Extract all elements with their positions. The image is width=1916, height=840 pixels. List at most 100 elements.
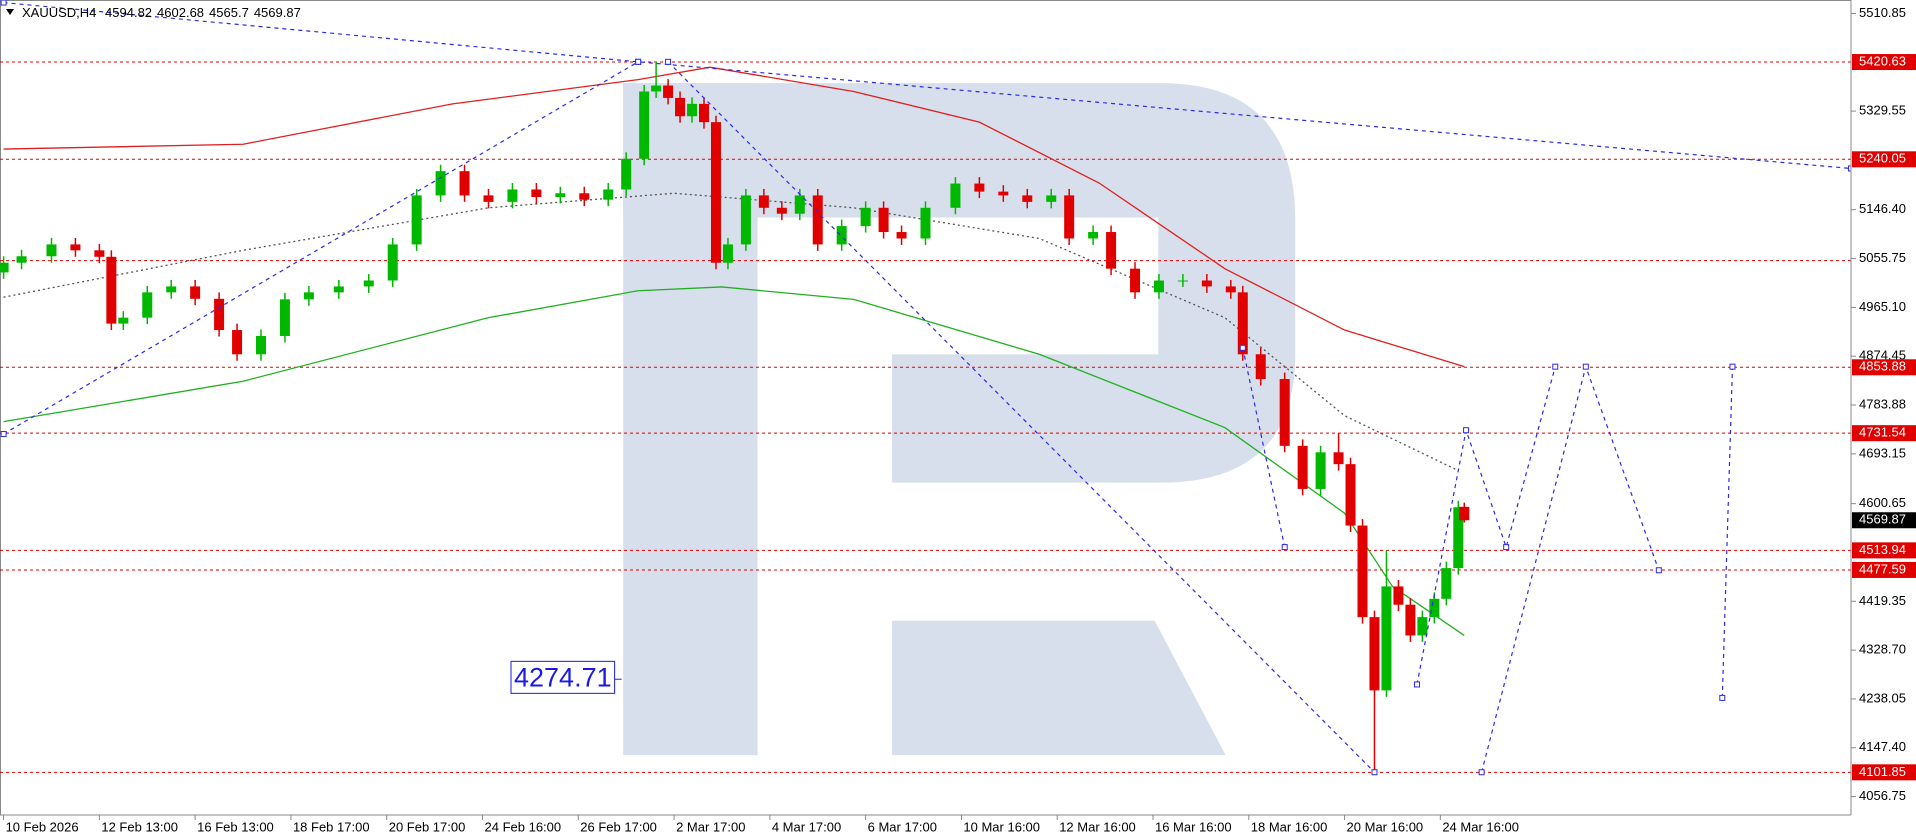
candle-body [0, 262, 9, 273]
forecast-point [635, 58, 642, 65]
y-tick-label: 4965.10 [1859, 299, 1906, 314]
forecast-point [1552, 363, 1559, 370]
forecast-point [1281, 544, 1288, 551]
forecast-point [0, 430, 7, 437]
symbol: XAUUSD,H4 [22, 5, 97, 20]
candle-body [699, 103, 710, 123]
level-tag [1852, 561, 1916, 578]
candle-body [860, 207, 871, 227]
candle-body [1255, 354, 1266, 380]
forecast-point [1729, 363, 1736, 370]
candle-body [1357, 525, 1368, 618]
candle-body [740, 195, 751, 245]
candle-body [531, 189, 542, 198]
candle-body [190, 286, 201, 299]
forecast-line [667, 61, 1375, 773]
forecast-line [1242, 347, 1286, 548]
candle-body [303, 292, 314, 300]
forecast-point [1719, 694, 1726, 701]
candle-body [794, 195, 805, 214]
candle-body [1297, 445, 1308, 489]
x-tick-label: 12 Mar 16:00 [1059, 819, 1136, 834]
candle-body [1369, 617, 1380, 691]
candle-body [507, 189, 518, 202]
candle-body [435, 171, 446, 196]
level-label: 4477.59 [1859, 561, 1906, 576]
candle-body [279, 299, 290, 336]
forecast-line [3, 61, 639, 435]
y-tick-label: 4238.05 [1859, 690, 1906, 705]
menu-arrow[interactable] [6, 9, 14, 15]
forecast-point [1239, 344, 1246, 351]
candle-body [94, 250, 105, 257]
candle-body [687, 103, 698, 117]
candle-body [758, 195, 769, 208]
level-label: 4513.94 [1859, 542, 1906, 557]
candle-body [1201, 280, 1212, 287]
y-tick-label: 4874.45 [1859, 348, 1906, 363]
forecast-point [1413, 681, 1420, 688]
x-tick-label: 16 Feb 13:00 [197, 819, 274, 834]
candle-body [621, 158, 632, 190]
candle-body [1315, 452, 1326, 489]
forecast-line [1721, 366, 1734, 698]
candle-body [722, 244, 733, 263]
x-tick-label: 4 Mar 17:00 [772, 819, 841, 834]
candle-body [411, 195, 422, 245]
candle-body [1429, 598, 1440, 618]
y-tick-label: 5510.85 [1859, 5, 1906, 20]
level-tag [1852, 359, 1916, 376]
candle-body [603, 189, 614, 200]
x-tick-label: 12 Feb 13:00 [101, 819, 178, 834]
x-tick-label: 26 Feb 17:00 [580, 819, 657, 834]
forecast-point [1655, 567, 1662, 574]
candle-body [1153, 280, 1164, 293]
candle-body [974, 183, 985, 192]
level-tag [1852, 54, 1916, 71]
candle-body [920, 207, 931, 239]
y-tick-label: 4419.35 [1859, 593, 1906, 608]
close-value: 4569.87 [253, 5, 301, 20]
level-tag [1852, 764, 1916, 781]
candle-body [1405, 604, 1416, 636]
x-tick-label: 2 Mar 17:00 [676, 819, 745, 834]
candle-body [836, 226, 847, 245]
candle-body [1237, 292, 1248, 355]
x-tick-label: 10 Feb 2026 [6, 819, 79, 834]
candle-body [70, 244, 81, 251]
candle-body [46, 244, 57, 257]
candle-body [1088, 232, 1099, 239]
forecast-line [3, 1, 1852, 170]
x-tick-label: 10 Mar 16:00 [963, 819, 1040, 834]
candle-body [1459, 506, 1470, 521]
price-axis [1851, 0, 1916, 840]
candle-body [1441, 568, 1452, 599]
forecast-point [1582, 363, 1589, 370]
high-value: 4602.68 [157, 5, 205, 20]
candle-body [1130, 268, 1141, 293]
indicator-line [3, 66, 1465, 368]
candle-body [1345, 464, 1356, 526]
y-tick-label: 4147.40 [1859, 739, 1906, 754]
candle-body [256, 335, 267, 355]
y-tick-label: 5055.75 [1859, 250, 1906, 265]
x-tick-label: 20 Mar 16:00 [1347, 819, 1424, 834]
x-tick-label: 24 Mar 16:00 [1442, 819, 1519, 834]
candle-body [166, 286, 177, 293]
candle-body [1393, 586, 1404, 605]
y-tick-label: 4056.75 [1859, 788, 1906, 803]
level-tag [1852, 151, 1916, 168]
price-label: 4569.87 [1859, 512, 1906, 527]
candle-body [1225, 286, 1236, 293]
candle-body [106, 256, 117, 324]
x-tick-label: 24 Feb 16:00 [485, 819, 562, 834]
forecast-point [1478, 769, 1485, 776]
candle-body [16, 256, 27, 263]
forecast-point [0, 0, 7, 6]
level-label: 5420.63 [1859, 53, 1906, 68]
candle-body [998, 191, 1009, 196]
level-tag [1852, 542, 1916, 559]
candle-body [812, 195, 823, 245]
